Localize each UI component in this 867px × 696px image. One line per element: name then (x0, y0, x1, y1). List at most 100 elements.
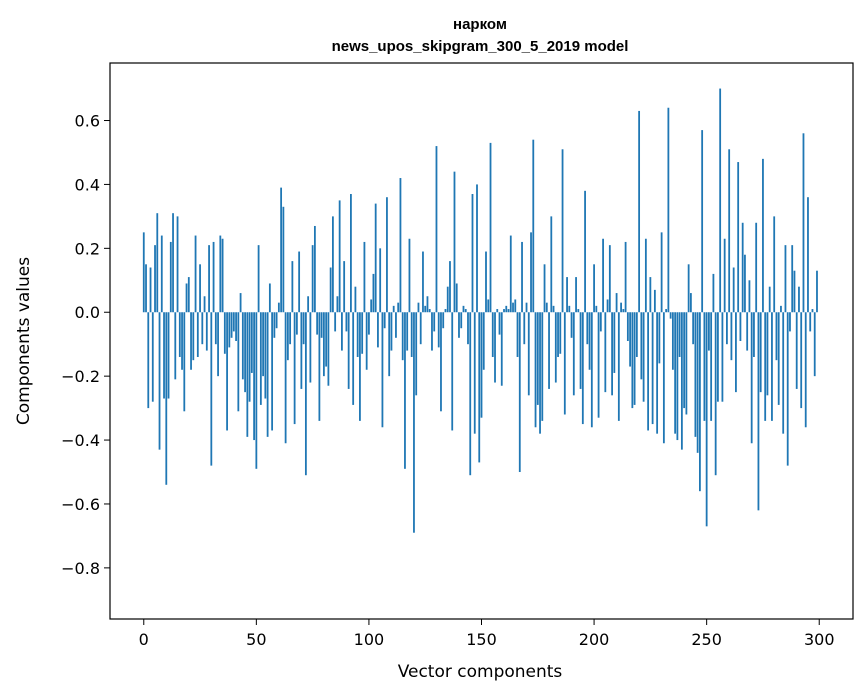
bar-263 (735, 312, 737, 393)
bar-233 (667, 107, 670, 313)
x-axis-label: Vector components (398, 662, 563, 682)
bar-21 (190, 312, 192, 370)
bar-198 (588, 312, 591, 370)
bar-52 (259, 312, 262, 405)
bar-225 (649, 277, 652, 313)
bar-41 (235, 312, 237, 341)
bar-35 (221, 238, 224, 313)
bar-120 (413, 312, 415, 533)
bar-116 (404, 312, 406, 469)
bar-128 (431, 312, 433, 351)
bar-58 (273, 312, 276, 338)
bar-19 (185, 283, 188, 313)
bar-71 (302, 312, 305, 345)
y-axis-label: Components values (14, 257, 34, 425)
bar-289 (793, 270, 796, 313)
bar-62 (282, 206, 285, 313)
bar-178 (543, 264, 546, 313)
x-tick-label: 150 (466, 630, 497, 649)
bar-124 (422, 251, 424, 313)
bar-183 (554, 312, 557, 383)
bar-223 (644, 238, 647, 313)
bar-96 (359, 312, 361, 421)
bar-208 (611, 312, 613, 396)
bar-132 (440, 312, 442, 412)
bar-278 (768, 286, 771, 313)
bar-231 (662, 312, 665, 444)
bar-47 (248, 312, 251, 402)
bar-42 (237, 312, 240, 412)
bar-190 (570, 312, 573, 338)
bar-105 (379, 248, 382, 313)
bar-217 (631, 312, 634, 409)
bar-174 (534, 312, 537, 428)
bar-5 (154, 245, 156, 313)
bar-92 (350, 194, 352, 313)
bar-85 (334, 312, 337, 332)
bar-68 (295, 312, 298, 335)
bar-227 (653, 289, 656, 313)
plot-frame (109, 62, 854, 620)
bar-14 (174, 312, 177, 380)
bar-244 (692, 312, 695, 345)
bar-205 (604, 312, 607, 393)
bar-121 (415, 312, 418, 396)
bars-group (142, 88, 818, 533)
bar-63 (284, 312, 287, 444)
bar-145 (469, 312, 472, 476)
bar-141 (460, 312, 463, 329)
bar-210 (615, 293, 618, 313)
bar-170 (525, 302, 528, 313)
bar-196 (584, 190, 586, 313)
bar-194 (579, 312, 582, 389)
bar-55 (266, 312, 269, 437)
bar-102 (372, 273, 375, 313)
y-tick-label: −0.6 (61, 495, 100, 514)
bar-18 (183, 312, 186, 412)
bar-39 (230, 312, 233, 338)
bar-103 (374, 203, 377, 313)
bar-25 (199, 264, 201, 313)
bar-215 (626, 312, 629, 341)
bar-60 (277, 302, 280, 313)
bar-299 (816, 270, 818, 313)
bar-275 (762, 158, 764, 313)
bar-180 (548, 312, 550, 389)
bar-276 (764, 312, 767, 421)
y-tick-label: 0.2 (75, 239, 100, 258)
bar-222 (642, 312, 645, 402)
bar-185 (559, 312, 562, 354)
bar-67 (293, 312, 296, 425)
bar-279 (771, 312, 773, 421)
bar-164 (512, 302, 514, 313)
bar-139 (455, 283, 458, 313)
x-tick-label: 250 (691, 630, 722, 649)
bar-284 (782, 312, 785, 434)
bar-88 (341, 312, 343, 351)
bar-192 (575, 277, 577, 313)
bar-70 (300, 312, 303, 389)
bar-211 (617, 312, 620, 421)
bar-157 (496, 309, 499, 313)
bar-65 (289, 312, 292, 345)
bar-75 (311, 245, 314, 313)
bar-140 (458, 312, 460, 338)
bar-226 (651, 312, 654, 425)
bar-173 (532, 139, 535, 313)
bar-165 (514, 299, 517, 313)
y-axis-ticks: −0.8 −0.6 −0.4 −0.2 0.0 0.2 0.4 0.6 (61, 112, 110, 578)
bar-220 (638, 110, 641, 313)
bar-219 (635, 312, 638, 357)
bar-15 (176, 216, 179, 313)
bar-260 (728, 149, 731, 313)
bar-122 (417, 302, 420, 313)
bar-154 (489, 142, 492, 313)
bar-45 (244, 312, 246, 393)
bar-79 (320, 312, 323, 338)
bar-59 (275, 312, 278, 329)
bar-16 (178, 312, 181, 357)
bar-7 (158, 312, 161, 450)
y-tick-label: 0.4 (75, 175, 100, 194)
bar-46 (246, 312, 249, 437)
bar-144 (467, 312, 469, 345)
